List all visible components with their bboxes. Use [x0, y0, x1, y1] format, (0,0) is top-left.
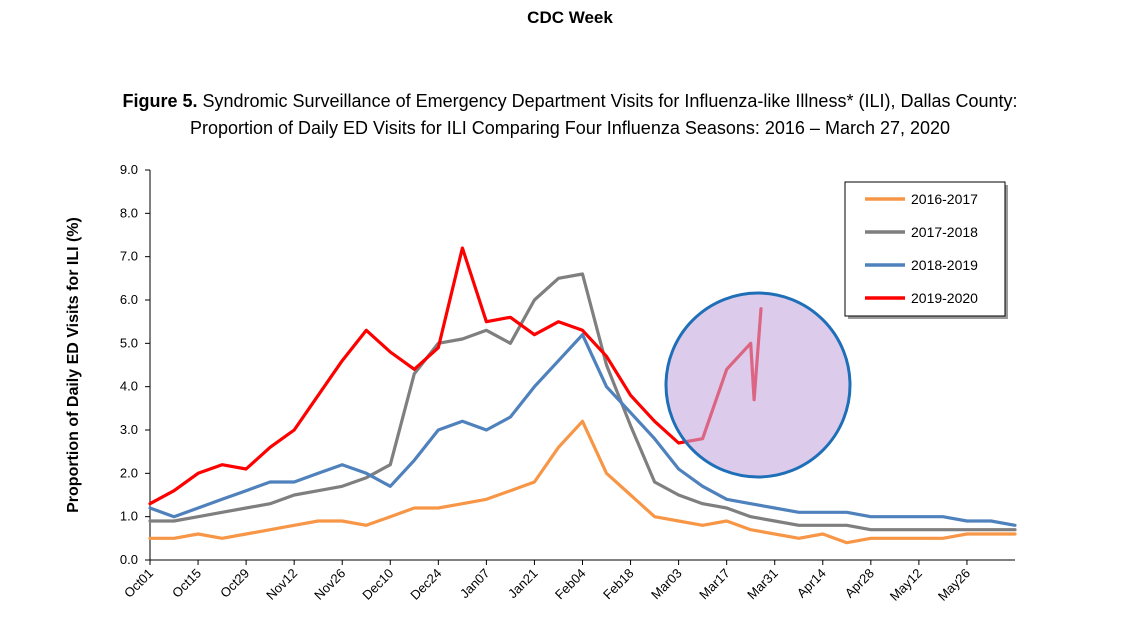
legend-entry-label: 2016-2017 [911, 191, 978, 207]
legend-entry-label: 2018-2019 [911, 257, 978, 273]
y-tick-label: 1.0 [120, 509, 138, 524]
legend-box [844, 181, 1006, 317]
figure-label: Figure 5. [122, 91, 198, 111]
x-tick-label: Jan07 [457, 566, 493, 602]
x-tick-label: Nov12 [263, 566, 300, 603]
series-line-2016-2017 [148, 419, 1017, 545]
legend-entry-label: 2017-2018 [911, 224, 978, 240]
x-tick-label: Oct01 [121, 566, 156, 601]
chart-legend: 2016-2017 2017-2018 2018-2019 2019-2020 [844, 181, 1008, 319]
y-tick-label: 4.0 [120, 379, 138, 394]
figure-caption-line1: Figure 5. Syndromic Surveillance of Emer… [0, 88, 1140, 115]
x-tick-label: Nov26 [311, 566, 348, 603]
x-tick-label: Feb04 [552, 566, 589, 603]
x-tick-label: Apr14 [794, 566, 829, 601]
x-tick-label: Mar03 [648, 566, 685, 603]
x-tick-label: Jan21 [505, 566, 541, 602]
figure-caption: Figure 5. Syndromic Surveillance of Emer… [0, 88, 1140, 142]
y-tick-label: 8.0 [120, 205, 138, 220]
figure-caption-line2: Proportion of Daily ED Visits for ILI Co… [189, 118, 951, 138]
y-tick-label: 9.0 [120, 162, 138, 177]
y-axis-label: Proportion of Daily ED Visits for ILI (%… [65, 217, 82, 513]
series-line-2017-2018 [148, 272, 1017, 532]
x-tick-label: Oct29 [217, 566, 252, 601]
figure-caption-text1: Syndromic Surveillance of Emergency Depa… [202, 91, 1018, 111]
x-tick-label: Mar17 [696, 566, 733, 603]
x-tick-label: Dec24 [407, 566, 444, 603]
x-tick-label: Apr28 [842, 566, 877, 601]
y-tick-label: 2.0 [120, 465, 138, 480]
y-tick-label: 7.0 [120, 249, 138, 264]
y-tick-label: 5.0 [120, 335, 138, 350]
x-tick-label: Mar31 [744, 566, 781, 603]
series-line-2018-2019 [148, 333, 1017, 527]
x-tick-label: May26 [935, 566, 973, 604]
page-top-title: CDC Week [527, 8, 613, 27]
highlight-circle-group [664, 291, 852, 479]
x-tick-label: Feb18 [600, 566, 637, 603]
y-tick-label: 6.0 [120, 292, 138, 307]
x-tick-label: May12 [887, 566, 925, 604]
x-tick-label: Oct15 [169, 566, 204, 601]
x-tick-label: Dec10 [359, 566, 396, 603]
legend-entry-label: 2019-2020 [911, 290, 978, 306]
highlight-circle [664, 291, 852, 479]
y-tick-label: 0.0 [120, 552, 138, 567]
line-chart: 0.0 1.0 2.0 3.0 4.0 5.0 6.0 7.0 8.0 9.0 Oct01 Oct15… [65, 162, 1017, 604]
y-tick-label: 3.0 [120, 422, 138, 437]
